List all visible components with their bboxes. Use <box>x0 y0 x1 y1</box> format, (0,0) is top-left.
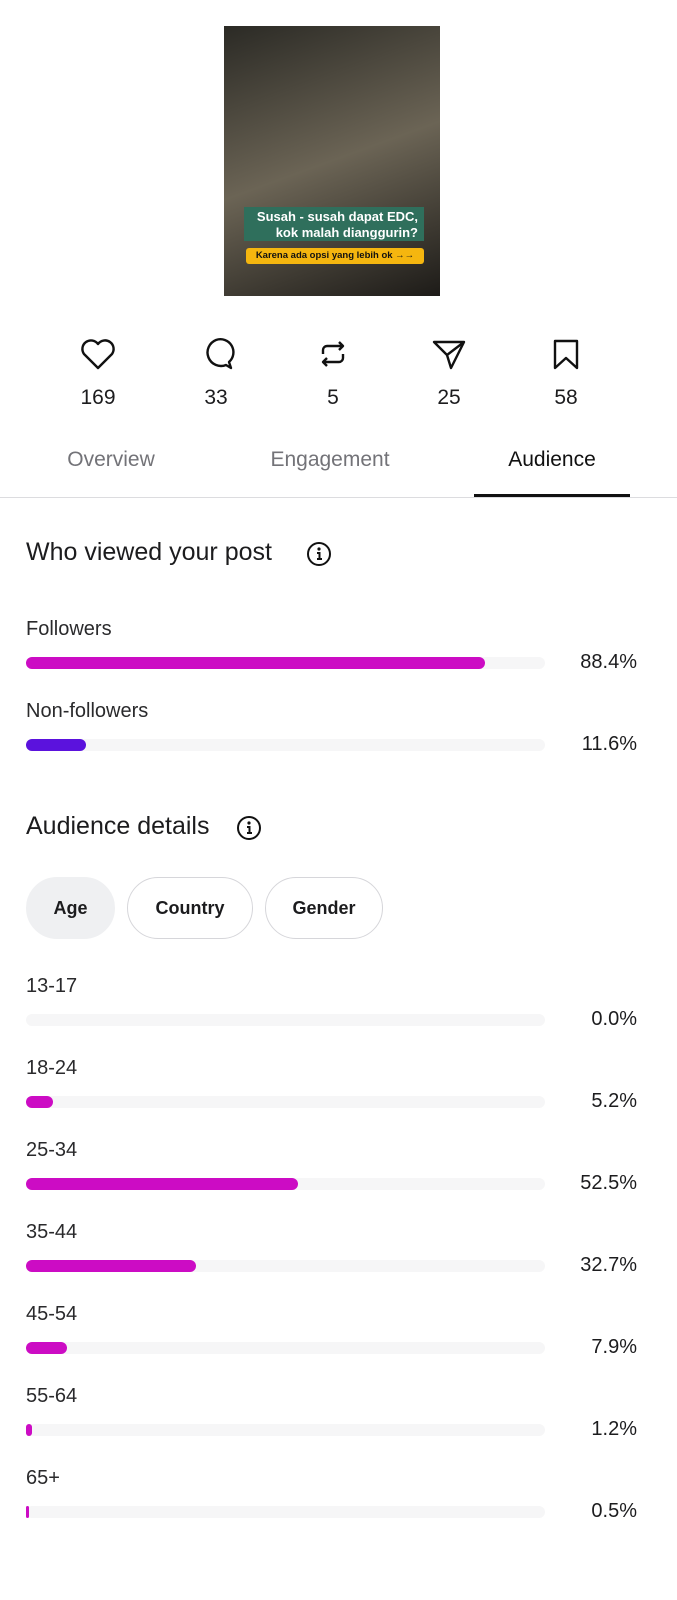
post-thumbnail[interactable]: Susah - susah dapat EDC, kok malah diang… <box>224 26 440 296</box>
value-label: 0.0% <box>591 1008 637 1030</box>
like-icon[interactable] <box>81 339 115 370</box>
row-label: 35-44 <box>26 1221 78 1243</box>
bar <box>26 1096 53 1108</box>
bar-track <box>26 1096 545 1108</box>
row-label: 65+ <box>26 1467 60 1489</box>
value-label: 88.4% <box>580 651 637 673</box>
info-icon[interactable] <box>306 541 332 567</box>
bar <box>26 1342 67 1354</box>
tab-indicator <box>474 494 630 497</box>
row-label: 13-17 <box>26 975 78 997</box>
stat-count: 33 <box>204 386 228 409</box>
share-icon[interactable] <box>432 340 466 370</box>
row-label: 45-54 <box>26 1303 78 1325</box>
bar <box>26 1260 196 1272</box>
bar <box>26 1424 33 1436</box>
caption-box <box>244 207 424 241</box>
bar-track <box>26 1260 545 1272</box>
bar <box>26 739 87 751</box>
tab[interactable]: Engagement <box>270 448 390 471</box>
stat-count: 58 <box>554 386 578 409</box>
stat-count: 5 <box>327 386 339 409</box>
save-icon[interactable] <box>553 339 579 370</box>
tab[interactable]: Audience <box>508 448 596 471</box>
caption-line: Susah - susah dapat EDC, <box>256 209 418 224</box>
value-label: 1.2% <box>591 1418 637 1440</box>
bar <box>26 1506 29 1518</box>
bar-track <box>26 1178 545 1190</box>
value-label: 11.6% <box>581 733 637 755</box>
value-label: 5.2% <box>591 1090 637 1112</box>
stat-count: 25 <box>437 386 461 409</box>
value-label: 0.5% <box>591 1500 637 1522</box>
row-label: 25-34 <box>26 1139 78 1161</box>
filter-chip[interactable]: Gender <box>265 877 383 939</box>
bar-track <box>26 657 545 669</box>
banner: Karena ada opsi yang lebih ok →→ <box>246 248 424 264</box>
filter-chip[interactable]: Age <box>26 877 115 939</box>
stat-icons <box>81 338 579 370</box>
info-icon[interactable] <box>236 815 262 841</box>
bar <box>26 657 485 669</box>
row-label: Followers <box>26 618 112 640</box>
section-title: Audience details <box>26 812 210 840</box>
filter-chip[interactable]: Country <box>127 877 253 939</box>
bar-track <box>26 739 545 751</box>
row-label: 18-24 <box>26 1057 78 1079</box>
bar-track <box>26 1014 545 1026</box>
value-label: 7.9% <box>591 1336 637 1358</box>
row-label: Non-followers <box>26 700 149 722</box>
bar-track <box>26 1342 545 1354</box>
divider <box>0 497 677 498</box>
stat-count: 169 <box>80 386 116 409</box>
row-label: 55-64 <box>26 1385 78 1407</box>
section-title: Who viewed your post <box>26 538 272 566</box>
bar-track <box>26 1506 545 1518</box>
bar <box>26 1178 299 1190</box>
caption-line: kok malah dianggurin? <box>275 225 418 240</box>
value-label: 32.7% <box>580 1254 637 1276</box>
value-label: 52.5% <box>580 1172 637 1194</box>
bar-track <box>26 1424 545 1436</box>
repost-icon[interactable] <box>321 341 345 367</box>
tab[interactable]: Overview <box>67 448 155 471</box>
comment-icon[interactable] <box>206 338 235 370</box>
